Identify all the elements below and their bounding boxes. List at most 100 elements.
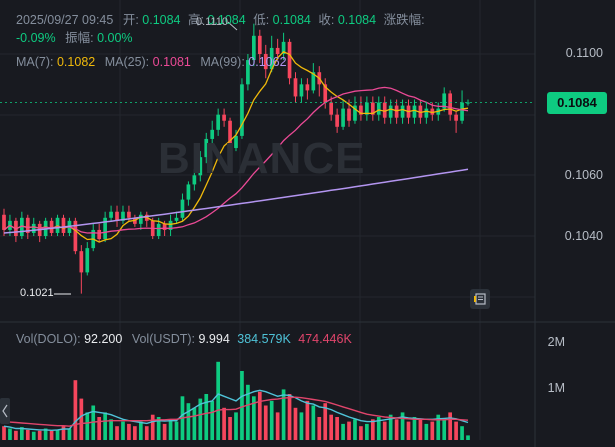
low-value: 0.1084 (272, 13, 311, 27)
volume-bar (73, 380, 78, 440)
price-axis-label: 0.1100 (565, 46, 603, 60)
volume-bar (138, 421, 143, 440)
candle-body (121, 211, 125, 221)
candle-body (222, 114, 226, 121)
ma25-label: MA(25): (104, 55, 150, 69)
candle-body (430, 108, 435, 115)
volume-bar (198, 398, 203, 440)
volume-bar (359, 426, 363, 440)
volume-bar (305, 400, 310, 440)
candle-body (192, 175, 197, 185)
vol-usdt-label: Vol(USDT): (131, 332, 196, 346)
volume-bar (263, 405, 268, 440)
ohlc-header: 2025/09/27 09:45 开: 0.1084 高: 0.1084 低: … (16, 9, 425, 28)
close-value: 0.1084 (337, 13, 377, 27)
price-axis-label: 0.1060 (564, 168, 603, 182)
candle-body (347, 108, 351, 121)
volume-bar (43, 428, 48, 440)
ma7-label: MA(7): (16, 55, 54, 69)
volume-bar (14, 430, 18, 440)
candle-body (234, 135, 238, 149)
volume-bar (210, 400, 215, 440)
high-value: 0.1084 (207, 13, 246, 27)
candle-body (454, 114, 458, 121)
volume-bar (109, 419, 113, 440)
candle-body (240, 84, 244, 136)
volume-bar (246, 384, 250, 440)
candle-body (329, 102, 334, 115)
candle-body (127, 211, 131, 218)
volume-bar (388, 414, 393, 440)
candle-body (252, 35, 256, 61)
candle-body (376, 102, 381, 115)
volume-axis-label: 2M (547, 335, 565, 349)
candle-body (382, 102, 387, 118)
candle-body (31, 223, 36, 233)
volume-bar (317, 417, 322, 440)
amplitude-value: 0.00% (97, 31, 133, 45)
volume-bar (376, 417, 381, 440)
candle-body (287, 41, 292, 79)
volume-bar (424, 423, 429, 440)
ma7-line (3, 51, 469, 243)
candle-body (400, 105, 405, 118)
amplitude-label: 振幅: (65, 31, 94, 45)
candle-body (109, 211, 113, 218)
chevron-left-icon (2, 404, 8, 418)
volume-bar (216, 361, 220, 440)
volume-bar (454, 421, 458, 440)
volume-bar (430, 421, 435, 440)
volume-bar (347, 421, 351, 440)
volume-bar (287, 394, 292, 440)
candle-body (353, 105, 357, 121)
volume-bar (341, 423, 345, 440)
candle-body (335, 114, 339, 127)
candle-body (394, 105, 399, 118)
candle-body (299, 84, 304, 97)
candle-body (85, 248, 90, 273)
candle-body (418, 105, 423, 118)
volume-bar (293, 407, 298, 440)
candle-body (49, 220, 54, 233)
candle-body (216, 114, 220, 130)
volume-bar (412, 417, 417, 440)
candle-body (246, 60, 250, 85)
ma99-line (3, 168, 469, 234)
high-marker-label: 0.1110 (196, 16, 229, 28)
candle-body (388, 105, 393, 118)
volume-bar (394, 419, 399, 440)
candle-body (442, 93, 447, 109)
ohlc-header-row2: -0.09% 振幅: 0.00% (16, 27, 133, 46)
ma25-value: 0.1081 (152, 55, 191, 69)
volume-bar (436, 414, 441, 440)
volume-bar (382, 421, 387, 440)
volume-legend: Vol(DOLO): 92.200 Vol(USDT): 9.994 384.5… (16, 332, 352, 346)
volume-ma-a-line (3, 389, 469, 432)
volume-bar (162, 423, 167, 440)
candle-body (115, 211, 119, 221)
volume-bar (121, 421, 125, 440)
candle-body (204, 138, 209, 158)
price-axis-label: 0.1040 (564, 229, 603, 243)
volume-bar (418, 419, 423, 440)
candle-body (20, 217, 24, 236)
open-label: 开: (122, 13, 139, 27)
candle-body (412, 105, 417, 118)
candle-body (305, 84, 310, 91)
notes-icon[interactable] (470, 289, 490, 309)
candle-body (168, 220, 173, 230)
candle-body (365, 102, 369, 115)
volume-bar (400, 412, 405, 440)
ma99-label: MA(99): (200, 55, 245, 69)
volume-bar (365, 423, 369, 440)
change-value: -0.09% (16, 31, 56, 45)
volume-axis-label: 1M (547, 381, 565, 395)
ma25-line (3, 86, 469, 234)
open-value: 0.1084 (142, 13, 181, 27)
scroll-left-handle[interactable] (0, 398, 10, 424)
volume-bar (2, 426, 6, 440)
volume-bar (85, 412, 90, 440)
candle-body (370, 102, 375, 115)
candle-body (198, 157, 203, 176)
